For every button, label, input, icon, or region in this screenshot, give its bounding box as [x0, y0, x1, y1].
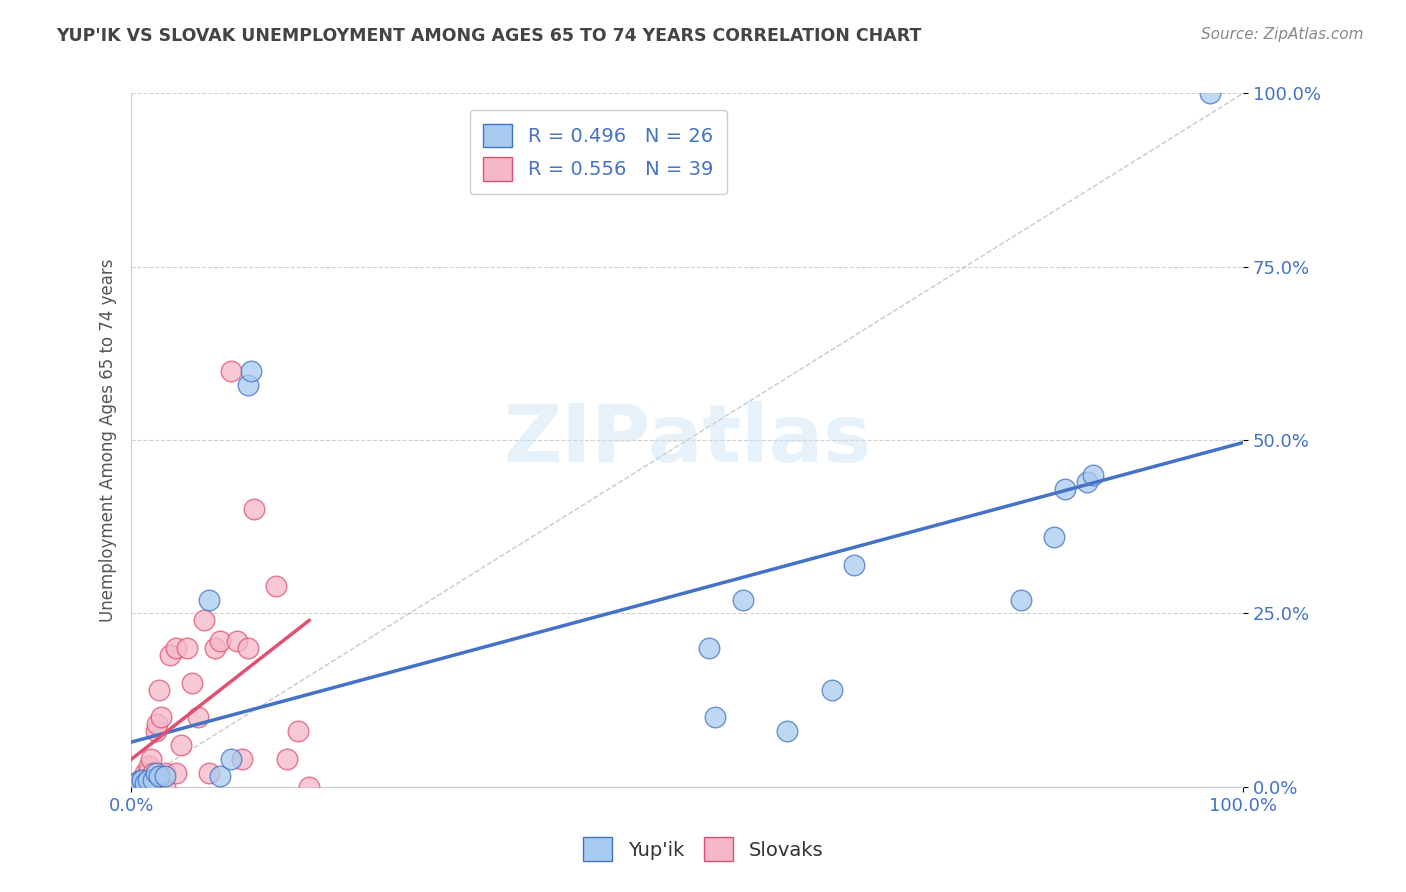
Point [159, 648, 181, 662]
Point [1076, 475, 1098, 489]
Point [176, 641, 198, 656]
Point [128, 776, 150, 790]
Legend: Yup'ik, Slovaks: Yup'ik, Slovaks [575, 830, 831, 869]
Point [298, 780, 321, 794]
Point [134, 766, 156, 780]
Legend: R = 0.496   N = 26, R = 0.556   N = 39: R = 0.496 N = 26, R = 0.556 N = 39 [470, 110, 727, 194]
Point [242, 502, 264, 516]
Point [209, 769, 232, 783]
Point [264, 579, 287, 593]
Point [287, 724, 309, 739]
Point [125, 776, 148, 790]
Point [148, 769, 170, 783]
Point [193, 614, 215, 628]
Point [150, 710, 173, 724]
Y-axis label: Unemployment Among Ages 65 to 74 years: Unemployment Among Ages 65 to 74 years [100, 259, 117, 622]
Point [842, 558, 865, 572]
Point [170, 738, 193, 752]
Point [703, 710, 725, 724]
Point [128, 774, 150, 789]
Point [820, 682, 842, 697]
Point [187, 710, 209, 724]
Point [153, 766, 176, 780]
Point [135, 772, 157, 787]
Text: ZIPatlas: ZIPatlas [503, 401, 872, 479]
Point [221, 752, 243, 766]
Point [131, 776, 153, 790]
Point [1054, 482, 1077, 496]
Point [153, 769, 176, 783]
Point [699, 641, 721, 656]
Point [146, 717, 169, 731]
Point [129, 776, 152, 790]
Point [131, 772, 153, 787]
Point [141, 752, 163, 766]
Point [1010, 592, 1032, 607]
Point [236, 641, 259, 656]
Point [142, 772, 165, 787]
Point [1198, 87, 1220, 101]
Text: Source: ZipAtlas.com: Source: ZipAtlas.com [1201, 27, 1364, 42]
Text: YUP'IK VS SLOVAK UNEMPLOYMENT AMONG AGES 65 TO 74 YEARS CORRELATION CHART: YUP'IK VS SLOVAK UNEMPLOYMENT AMONG AGES… [56, 27, 921, 45]
Point [198, 592, 221, 607]
Point [198, 766, 221, 780]
Point [134, 776, 156, 790]
Point [145, 724, 167, 739]
Point [204, 641, 226, 656]
Point [136, 766, 159, 780]
Point [125, 776, 148, 790]
Point [148, 682, 170, 697]
Point [145, 766, 167, 780]
Point [165, 766, 187, 780]
Point [776, 724, 799, 739]
Point [209, 634, 232, 648]
Point [1081, 467, 1104, 482]
Point [236, 377, 259, 392]
Point [181, 675, 204, 690]
Point [731, 592, 754, 607]
Point [138, 759, 160, 773]
Point [240, 364, 263, 378]
Point [225, 634, 247, 648]
Point [276, 752, 298, 766]
Point [131, 772, 153, 787]
Point [129, 772, 152, 787]
Point [231, 752, 253, 766]
Point [142, 772, 165, 787]
Point [1043, 530, 1066, 544]
Point [165, 641, 187, 656]
Point [153, 780, 176, 794]
Point [142, 766, 165, 780]
Point [221, 364, 243, 378]
Point [136, 772, 159, 787]
